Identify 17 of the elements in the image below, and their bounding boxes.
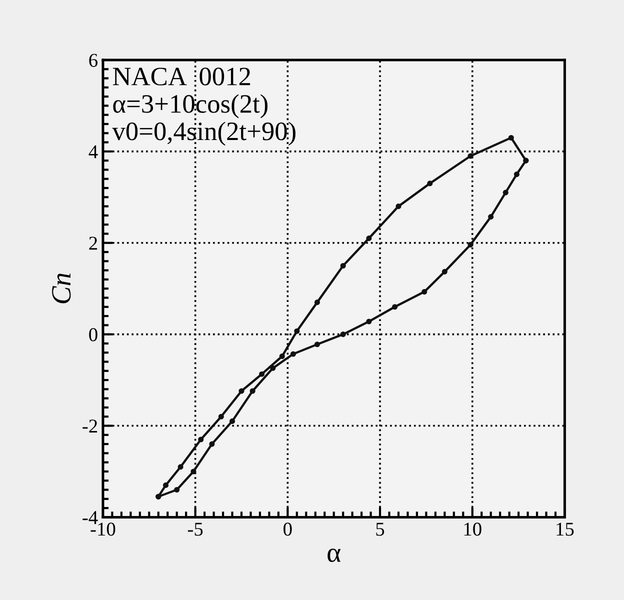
y-tick-label: 0 — [89, 328, 98, 342]
annotation: NACA 0012 — [112, 68, 250, 86]
x-tick-label: 15 — [556, 522, 574, 536]
x-tick-label: -5 — [188, 522, 203, 536]
y-tick-label: 2 — [89, 236, 98, 250]
y-tick-label: -4 — [82, 511, 98, 524]
annotation: v0=0,4sin(2t+90) — [112, 122, 296, 146]
x-axis-title: α — [328, 548, 340, 562]
x-tick-label: 5 — [376, 522, 384, 536]
annotation: α=3+10cos(2t) — [113, 94, 268, 118]
y-tick-label: -2 — [82, 420, 98, 433]
y-tick-label: 6 — [89, 54, 98, 67]
y-axis-title: Cn — [52, 274, 71, 304]
x-tick-label: 10 — [464, 522, 482, 536]
y-tick-label: 4 — [88, 145, 98, 158]
x-tick-label: 0 — [284, 522, 292, 536]
x-tick-label: -10 — [90, 522, 116, 536]
